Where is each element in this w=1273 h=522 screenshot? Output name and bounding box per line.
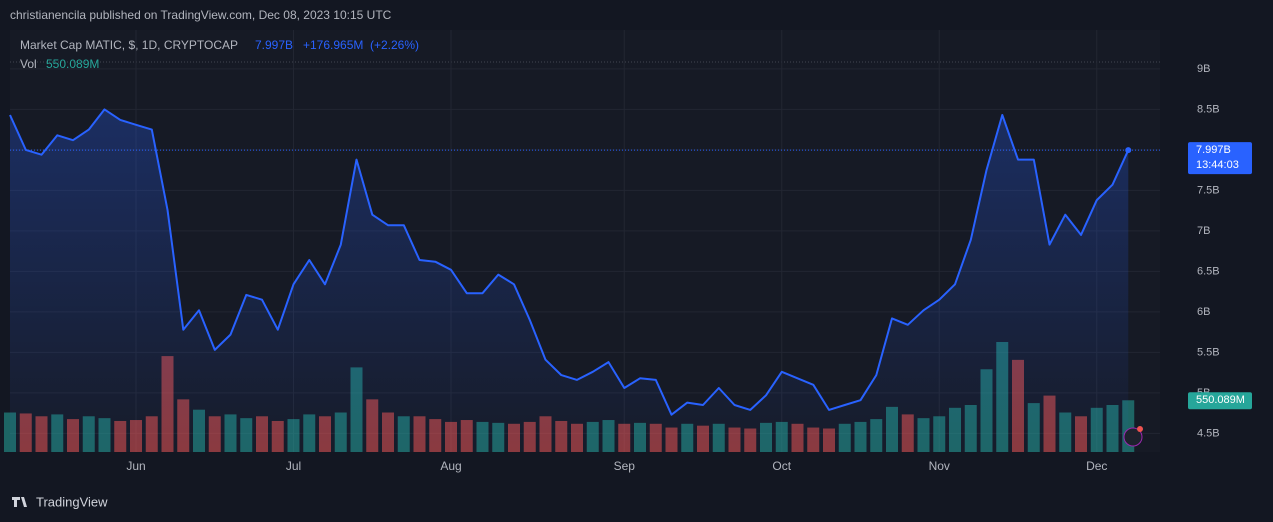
volume-tag (1188, 392, 1252, 410)
x-tick-label: Nov (929, 459, 950, 473)
last-value: 7.997B (255, 38, 293, 52)
last-point (1125, 147, 1132, 154)
legend: Market Cap MATIC, $, 1D, CRYPTOCAP 7.997… (20, 38, 419, 71)
price-tag-countdown: 13:44:03 (1196, 159, 1239, 171)
y-tick-label: 7B (1197, 225, 1210, 237)
y-tick-label: 4.5B (1197, 427, 1220, 439)
y-tick-label: 5.5B (1197, 346, 1220, 358)
change: +176.965M (303, 38, 363, 52)
price-tag-value: 7.997B (1196, 144, 1231, 156)
x-tick-label: Jun (126, 459, 145, 473)
x-tick-label: Aug (440, 459, 461, 473)
vol-value: 550.089M (46, 57, 99, 71)
y-tick-label: 7.5B (1197, 184, 1220, 196)
change-pct: (+2.26%) (370, 38, 419, 52)
x-tick-label: Sep (614, 459, 636, 473)
layers: 4.5B5B5.5B6B6.5B7B7.5B8B8.5B9BJunJulAugS… (4, 30, 1252, 473)
logo-icon (12, 497, 27, 507)
vol-label: Vol (20, 57, 37, 71)
area (10, 109, 1129, 453)
price-tag (1188, 142, 1252, 175)
y-tick-label: 6.5B (1197, 265, 1220, 277)
volume-tag-value: 550.089M (1196, 394, 1245, 406)
x-tick-label: Dec (1086, 459, 1107, 473)
logo[interactable]: TradingView (12, 494, 108, 509)
y-tick-label: 9B (1197, 63, 1210, 75)
alert-icon[interactable] (1123, 427, 1143, 447)
price-line (9, 108, 1130, 416)
published-note: christianencila published on TradingView… (10, 8, 392, 22)
alert-dot (1137, 426, 1143, 432)
x-tick-label: Oct (772, 459, 791, 473)
y-tick-label: 6B (1197, 306, 1210, 318)
y-tick-label: 8.5B (1197, 103, 1220, 115)
brand: TradingView (36, 494, 108, 509)
symbol: Market Cap MATIC, $, 1D, CRYPTOCAP (20, 38, 238, 52)
x-tick-label: Jul (286, 459, 301, 473)
